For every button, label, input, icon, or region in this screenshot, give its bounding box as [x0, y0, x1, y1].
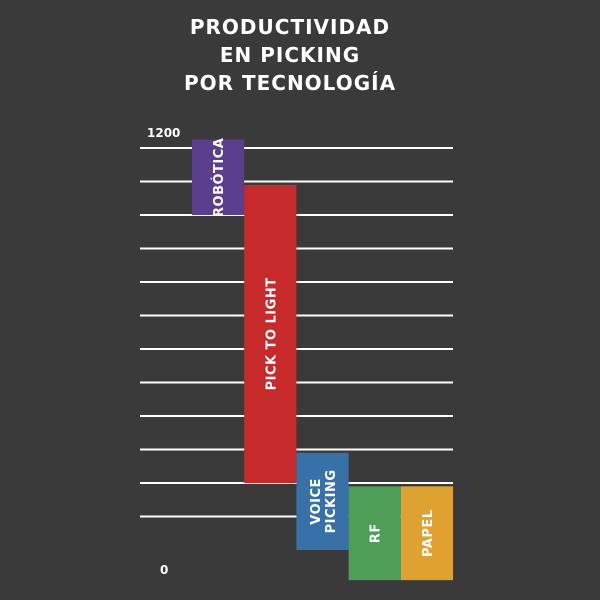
chart-title-line: PRODUCTIVIDAD — [190, 15, 390, 39]
y-tick-label: 0 — [160, 563, 168, 577]
bar-label: VOICEPICKING — [309, 469, 339, 533]
chart-title-line: POR TECNOLOGÍA — [184, 71, 396, 95]
bar — [296, 452, 349, 550]
bar-labels: ROBÓTICA PICK TO LIGHT VOICEPICKING RF PAPEL — [211, 138, 436, 557]
bar — [348, 486, 401, 581]
y-axis-ticks: 1200 0 — [147, 126, 180, 577]
bar-label: PAPEL — [421, 509, 436, 557]
chart-title-line: EN PICKING — [220, 43, 360, 67]
bar-label: PICK TO LIGHT — [264, 277, 279, 390]
bar-label: RF — [369, 523, 384, 543]
bar-label: ROBÓTICA — [211, 138, 227, 217]
bar — [244, 184, 297, 483]
y-tick-label: 1200 — [147, 126, 180, 140]
bars — [192, 139, 453, 581]
chart-title: PRODUCTIVIDAD EN PICKING POR TECNOLOGÍA — [184, 15, 396, 95]
bar — [192, 139, 245, 215]
bar — [400, 486, 453, 581]
